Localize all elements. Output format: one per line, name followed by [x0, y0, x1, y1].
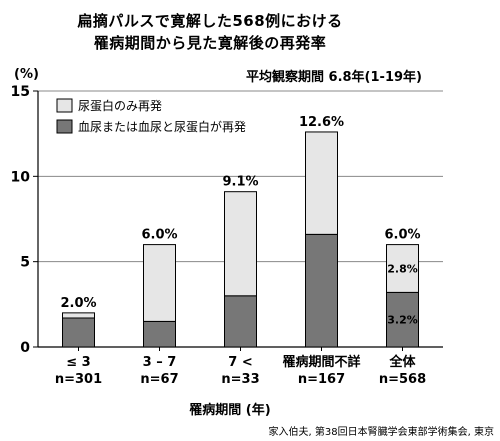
y-tick-label-15: 15 — [11, 84, 30, 100]
legend-swatch-1 — [56, 98, 73, 113]
bar-inner-label-4-1: 2.8% — [387, 262, 418, 275]
bar-total-label-3: 12.6% — [299, 115, 344, 130]
x-tick-n-0: n=301 — [55, 372, 102, 387]
y-axis-unit: (%) — [14, 67, 39, 82]
bar-0-series-1 — [62, 312, 95, 319]
bar-total-label-1: 6.0% — [141, 228, 177, 243]
legend-label-0: 血尿または血尿と尿蛋白が再発 — [78, 119, 246, 134]
x-tick-label-3: 罹病期間不詳 — [282, 354, 360, 370]
bar-0-series-0 — [62, 317, 95, 348]
bar-2-series-1 — [224, 191, 257, 297]
bar-2-series-0 — [224, 295, 257, 348]
legend-label-1: 尿蛋白のみ再発 — [78, 98, 162, 113]
y-tick-label-0: 0 — [20, 340, 30, 356]
bar-1-series-0 — [143, 320, 176, 348]
x-tick-label-0: ≤ 3 — [66, 355, 90, 370]
x-tick-n-4: n=568 — [379, 372, 426, 387]
chart-subtitle: 平均観察期間 6.8年(1-19年) — [246, 70, 422, 85]
bar-total-label-2: 9.1% — [222, 175, 258, 190]
bar-3-series-1 — [305, 131, 338, 235]
legend-swatch-0 — [56, 119, 73, 134]
bar-4-series-1 — [386, 244, 419, 293]
bar-inner-label-4-0: 3.2% — [387, 314, 418, 327]
x-tick-n-1: n=67 — [140, 372, 178, 387]
y-tick-label-5: 5 — [20, 255, 30, 271]
chart-title-line2: 罹病期間から見た寛解後の再発率 — [93, 34, 327, 52]
bars: 2.0% 6.0% 9.1% 12.6% 3.2% 2.8% 6.0% — [60, 115, 421, 348]
bar-3-series-0 — [305, 233, 338, 348]
x-tick-label-2: 7 < — [228, 355, 252, 370]
chart-title-line1: 扁摘パルスで寛解した568例における — [77, 12, 343, 30]
x-tick-n-2: n=33 — [221, 372, 259, 387]
bar-total-label-4: 6.0% — [384, 228, 420, 243]
y-tick-label-10: 10 — [11, 169, 31, 185]
citation: 家入伯夫, 第38回日本腎臓学会東部学術集会, 東京 — [268, 427, 494, 438]
x-axis-label: 罹病期間 (年) — [189, 402, 270, 418]
bar-total-label-0: 2.0% — [60, 296, 96, 311]
bar-1-series-1 — [143, 244, 176, 322]
x-tick-label-4: 全体 — [388, 354, 416, 370]
x-tick-n-3: n=167 — [298, 372, 345, 387]
x-tick-label-1: 3 – 7 — [143, 355, 177, 370]
